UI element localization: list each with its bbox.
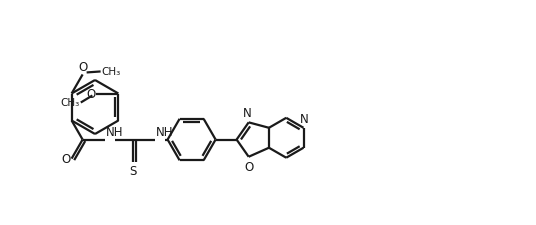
Text: O: O: [61, 152, 71, 165]
Text: N: N: [300, 112, 309, 125]
Text: NH: NH: [155, 126, 173, 138]
Text: S: S: [129, 164, 136, 177]
Text: N: N: [243, 107, 252, 120]
Text: O: O: [86, 88, 95, 101]
Text: CH₃: CH₃: [61, 98, 80, 108]
Text: NH: NH: [106, 126, 123, 138]
Text: CH₃: CH₃: [102, 67, 121, 77]
Text: O: O: [244, 160, 254, 173]
Text: O: O: [78, 61, 87, 74]
